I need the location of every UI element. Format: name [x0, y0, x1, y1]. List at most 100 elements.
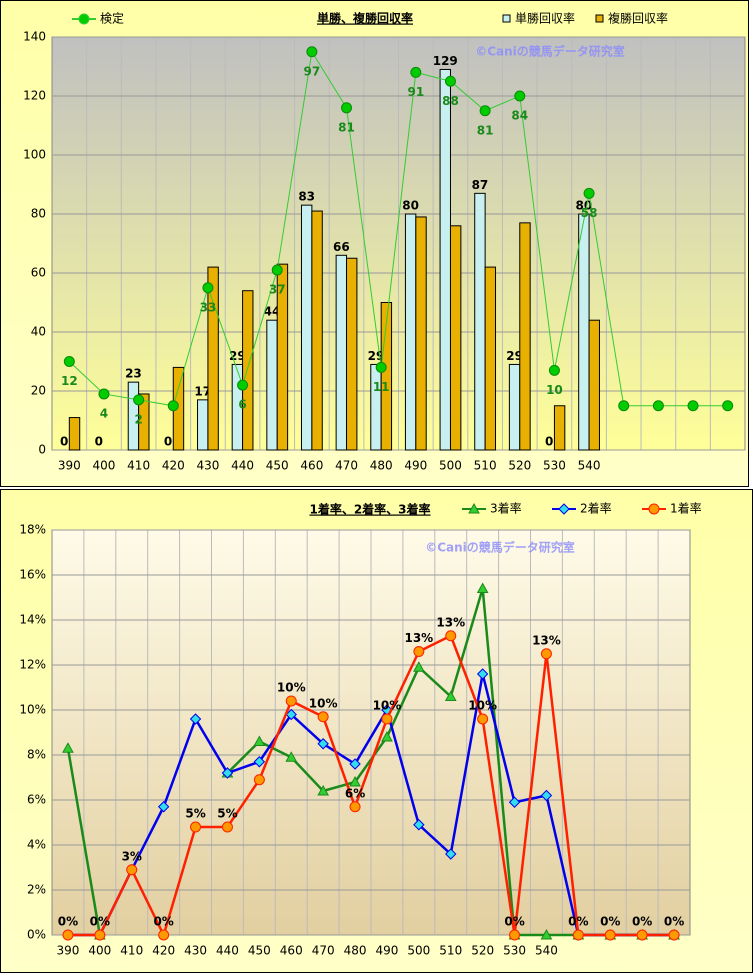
point-label: 10 [546, 383, 563, 397]
bar [276, 263, 289, 451]
point-label: 5% [185, 807, 205, 821]
x-tick-label: 400 [93, 459, 116, 473]
line-marker [381, 713, 393, 725]
x-tick-label: 460 [280, 944, 303, 958]
line-marker [237, 379, 249, 391]
bar [484, 266, 497, 451]
x-tick-label: 540 [535, 944, 558, 958]
point-label: 81 [338, 120, 355, 134]
chart-title: 1着率、2着率、3着率 [309, 502, 430, 517]
line-marker [317, 711, 329, 723]
point-label: 81 [477, 123, 494, 137]
y-tick-label: 18% [19, 523, 46, 537]
line-marker [668, 929, 680, 941]
bar [207, 266, 219, 451]
bar-value-label: 0 [95, 435, 103, 449]
line-marker [636, 929, 648, 941]
bar [553, 405, 566, 451]
line-marker [253, 774, 265, 786]
x-tick-label: 470 [335, 459, 358, 473]
point-label: 13% [532, 633, 561, 647]
legend-label: 検定 [100, 11, 124, 26]
line-series [68, 50, 728, 407]
x-tick-label: 430 [184, 944, 207, 958]
x-tick-label: 390 [58, 459, 81, 473]
point-label: 4 [100, 406, 108, 420]
line-marker [133, 394, 145, 406]
line-marker [158, 929, 170, 941]
legend-label: 2着率 [580, 501, 612, 516]
bar-value-label: 80 [576, 199, 593, 213]
point-label: 91 [407, 85, 424, 99]
line-marker [540, 648, 552, 660]
y-tick-label: 80 [31, 207, 46, 221]
line-marker [652, 400, 664, 412]
bar [588, 319, 600, 451]
x-tick-label: 500 [439, 459, 462, 473]
point-label: 97 [304, 64, 321, 78]
line-marker [410, 66, 422, 78]
watermark: ©Caniの競馬データ研究室 [475, 44, 625, 59]
bar [415, 216, 427, 451]
line-marker [722, 400, 734, 412]
y-tick-label: 60 [31, 266, 46, 280]
y-tick-label: 40 [31, 325, 46, 339]
point-label: 10% [309, 696, 338, 710]
legend-marker [468, 502, 480, 514]
chart-title: 単勝、複勝回収率 [317, 11, 413, 26]
point-label: 10% [373, 699, 402, 713]
y-tick-label: 0 [38, 443, 46, 457]
y-tick-label: 20 [31, 384, 46, 398]
bar [370, 363, 382, 451]
line-marker [413, 661, 425, 672]
bar-value-label: 80 [402, 199, 419, 213]
x-tick-label: 510 [474, 459, 497, 473]
point-label: 58 [581, 206, 598, 220]
x-tick-label: 410 [127, 459, 150, 473]
x-tick-label: 500 [407, 944, 430, 958]
line-marker [349, 758, 361, 770]
line-marker [341, 102, 353, 114]
legend-marker [648, 503, 660, 515]
y-tick-label: 16% [19, 568, 46, 582]
line-marker [271, 264, 283, 276]
x-tick-label: 460 [300, 459, 323, 473]
line-series [67, 673, 675, 937]
point-label: 13% [404, 631, 433, 645]
point-label: 37 [269, 283, 286, 297]
line-marker [63, 356, 75, 367]
y-tick-label: 4% [27, 838, 46, 852]
x-tick-label: 390 [56, 944, 79, 958]
line-marker [306, 46, 318, 58]
bar [300, 204, 313, 451]
point-label: 0% [568, 915, 588, 929]
line-marker [508, 796, 521, 808]
bar [346, 257, 358, 451]
x-tick-label: 410 [120, 944, 143, 958]
bar-value-label: 66 [333, 240, 350, 254]
line-marker [479, 105, 491, 117]
y-tick-label: 8% [27, 748, 46, 762]
line-marker [98, 388, 110, 400]
x-tick-label: 440 [231, 459, 254, 473]
bar-value-label: 44 [264, 305, 281, 319]
bar [474, 192, 486, 451]
line-marker [548, 364, 560, 376]
line-marker [157, 801, 170, 813]
line-marker [476, 582, 489, 593]
point-label: 33 [200, 300, 217, 314]
point-label: 0% [153, 915, 173, 929]
point-label: 0% [664, 915, 684, 929]
bar [335, 254, 348, 451]
x-tick-label: 490 [375, 944, 398, 958]
point-label: 6 [238, 398, 246, 412]
bar [197, 399, 209, 451]
line-marker [444, 75, 456, 87]
x-tick-label: 400 [88, 944, 111, 958]
x-tick-label: 470 [312, 944, 335, 958]
line-marker [253, 735, 266, 746]
line-marker [221, 821, 233, 833]
line-marker [618, 400, 630, 412]
line-marker [381, 730, 393, 742]
